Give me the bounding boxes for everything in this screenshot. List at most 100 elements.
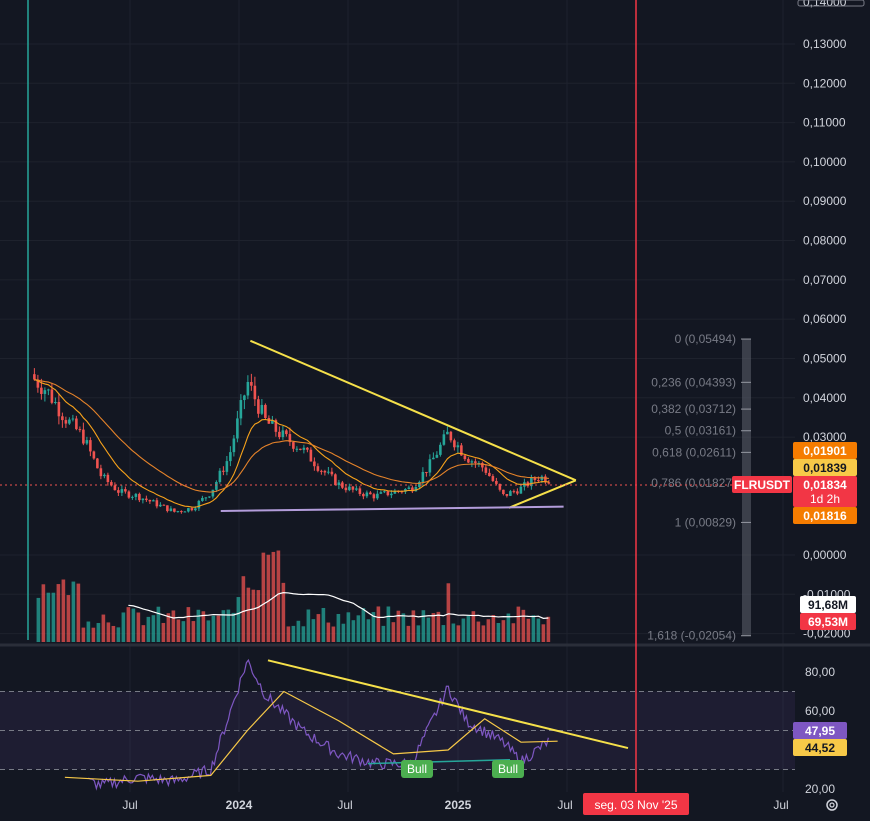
candle-body <box>232 438 236 453</box>
candle-body <box>197 500 201 509</box>
candle-body <box>288 434 292 443</box>
candle-body <box>537 480 540 482</box>
bar-countdown: 1d 2h <box>810 492 840 506</box>
candle-body <box>134 493 138 497</box>
volume-bar <box>501 620 506 642</box>
rsi-ma-badge: 44,52 <box>793 739 847 756</box>
time-axis-label: Jul <box>557 798 572 812</box>
rsi-value: 47,95 <box>805 724 835 738</box>
volume-bar <box>166 613 171 642</box>
candle-body <box>330 471 334 475</box>
volume-bar <box>256 590 261 642</box>
candle-body <box>449 431 453 441</box>
candle-body <box>253 385 257 400</box>
volume-bar <box>276 550 281 642</box>
volume-bar <box>321 607 326 642</box>
descending-resistance-line[interactable] <box>249 339 577 482</box>
trendlines[interactable] <box>220 339 577 512</box>
volume-bar <box>296 620 301 642</box>
candle-body <box>281 430 285 438</box>
rsi-ma-line <box>64 690 558 782</box>
volume-bar <box>176 619 181 642</box>
price-axis-label: 0,04000 <box>803 391 847 405</box>
volume-bar <box>336 613 341 642</box>
volume-bar <box>491 614 496 642</box>
svg-text:Bull: Bull <box>498 762 518 776</box>
candle-body <box>36 379 40 388</box>
volume-bar <box>251 589 256 642</box>
volume-bar <box>351 620 356 642</box>
volume-bar <box>441 625 446 642</box>
candle-body <box>439 444 442 455</box>
candle-body <box>57 401 61 417</box>
price-axis[interactable]: 0,13000 0,12000 0,11000 0,10000 0,09000 0,080… <box>803 0 851 641</box>
candle-body <box>456 445 460 448</box>
price-axis-label: 0,08000 <box>803 234 847 248</box>
candle-body <box>299 448 302 450</box>
candle-body <box>495 480 498 484</box>
candle-body <box>505 493 509 496</box>
rsi-trendline[interactable] <box>267 659 629 750</box>
volume-ma-badge: 69,53M <box>800 613 856 630</box>
volume-bar <box>326 622 331 642</box>
candle-body <box>453 440 456 448</box>
candle-body <box>484 467 488 473</box>
candle-body <box>215 481 218 490</box>
volume-bar <box>136 612 141 642</box>
candle-body <box>432 457 435 460</box>
candle-body <box>33 374 36 380</box>
candle-body <box>498 483 502 490</box>
volume-bar <box>476 621 481 642</box>
candle-body <box>218 470 222 482</box>
time-axis-label: Jul <box>773 798 788 812</box>
volume-bar <box>386 606 391 642</box>
candle-body <box>239 400 243 419</box>
candle-body <box>176 511 180 513</box>
volume-bar <box>521 609 526 642</box>
volume-bar <box>266 554 271 642</box>
volume-bar <box>436 611 441 642</box>
moving-averages <box>34 379 549 508</box>
volume-bar <box>96 623 101 642</box>
rsi-badge: 47,95 <box>793 722 847 739</box>
volume-bar <box>511 623 516 642</box>
rsi-axis[interactable]: 80,00 60,00 20,00 <box>805 665 835 796</box>
symbol-badge[interactable]: FLRUSDT 0,01834 1d 2h <box>732 476 857 507</box>
candle-body <box>383 491 386 493</box>
price-badge-lower: 0,01816 <box>793 507 857 524</box>
candle-body <box>190 508 194 511</box>
volume-bar <box>56 584 61 642</box>
price-badge-middle-text: 0,01839 <box>803 461 847 475</box>
candle-body <box>117 490 120 493</box>
volume-bar <box>466 615 471 642</box>
volume-bar <box>516 606 521 642</box>
volume-bar <box>101 614 106 642</box>
volume-bar <box>151 615 156 642</box>
candle-body <box>327 471 330 473</box>
volume-bar <box>146 616 151 642</box>
settings-gear-icon[interactable] <box>826 799 838 811</box>
volume-bar <box>331 626 336 642</box>
volume-bar <box>171 610 176 642</box>
candle-body <box>285 430 288 435</box>
candle-body <box>491 476 495 481</box>
ema-fast-line <box>34 379 549 508</box>
horizontal-support-line[interactable] <box>220 505 564 512</box>
volume-bar <box>106 622 111 642</box>
volume-bar <box>211 615 216 642</box>
time-axis[interactable]: Jul 2024 Jul 2025 Jul Jul <box>122 798 788 812</box>
volume-bar <box>71 581 76 642</box>
fib-level-label: 0,236 (0,04393) <box>651 375 736 389</box>
candle-body <box>71 418 75 420</box>
volume-bar <box>156 606 161 642</box>
volume-bar <box>371 612 376 642</box>
top-clipped-badge <box>797 0 865 7</box>
ascending-support-line[interactable] <box>508 479 577 509</box>
candle-body <box>358 488 362 494</box>
volume-bar <box>451 623 456 642</box>
grid <box>0 0 795 792</box>
candle-body <box>502 489 505 494</box>
volume-bar <box>416 625 421 642</box>
